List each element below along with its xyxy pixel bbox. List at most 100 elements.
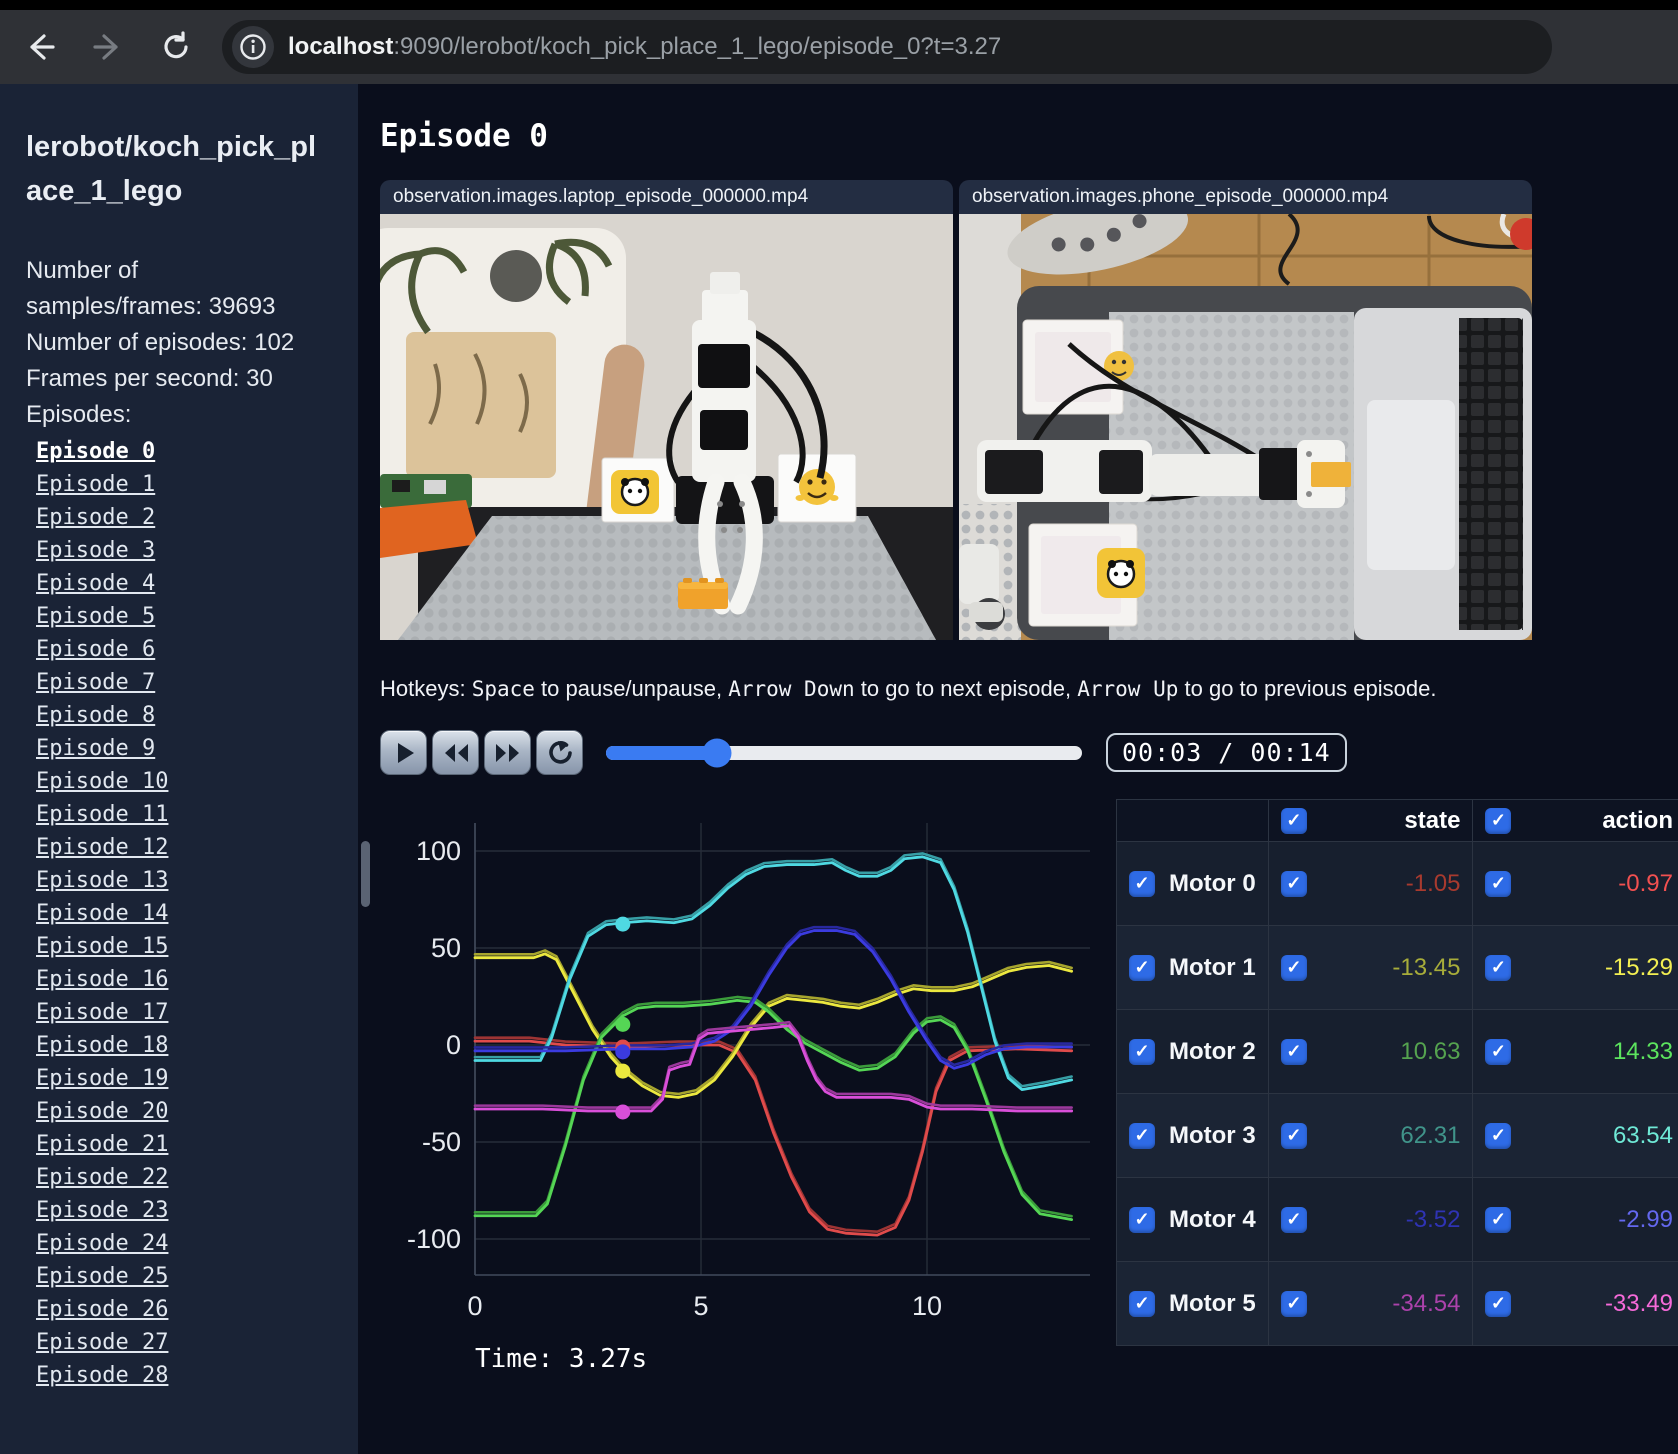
video-frame-laptop	[380, 214, 953, 640]
cable	[1278, 214, 1532, 286]
svg-text:5: 5	[693, 1291, 708, 1321]
checkbox[interactable]: ✓	[1129, 1206, 1155, 1233]
sidebar-item-episode-4[interactable]: Episode 4	[36, 571, 156, 596]
sidebar-item-episode-3[interactable]: Episode 3	[36, 538, 156, 563]
sidebar-item-episode-26[interactable]: Episode 26	[36, 1297, 169, 1322]
state-value: -3.52	[1405, 1205, 1461, 1233]
fast-forward-button[interactable]	[484, 730, 531, 775]
sidebar-item-episode-10[interactable]: Episode 10	[36, 769, 169, 794]
seek-slider-thumb[interactable]	[702, 738, 732, 767]
checkbox[interactable]: ✓	[1280, 1206, 1307, 1233]
sidebar: lerobot/koch_pick_place_1_lego Number of…	[0, 84, 358, 1454]
motor-col-header	[1116, 799, 1269, 842]
laptop	[1354, 308, 1532, 640]
motor-chart[interactable]: 100 50 0 -50 -100 0 5 10	[380, 793, 1116, 1333]
sidebar-scrollbar-thumb[interactable]	[361, 841, 370, 907]
chart-time-label: Time: 3.27s	[475, 1344, 648, 1374]
sidebar-item-episode-27[interactable]: Episode 27	[36, 1330, 169, 1355]
fast-forward-icon	[495, 743, 519, 762]
state-value: 62.31	[1400, 1121, 1461, 1149]
checkbox[interactable]: ✓	[1129, 954, 1155, 981]
trackpad	[1367, 400, 1455, 570]
checkbox[interactable]: ✓	[1485, 1290, 1512, 1317]
info-samples: Number of samples/frames: 39693	[26, 257, 276, 320]
sidebar-item-episode-24[interactable]: Episode 24	[36, 1231, 169, 1256]
checkbox[interactable]: ✓	[1485, 1038, 1512, 1065]
url-text[interactable]: localhost:9090/lerobot/koch_pick_place_1…	[288, 33, 1001, 61]
checkbox[interactable]: ✓	[1280, 807, 1307, 834]
sidebar-item-episode-7[interactable]: Episode 7	[36, 670, 156, 695]
checkbox[interactable]: ✓	[1280, 954, 1307, 981]
video-card-phone[interactable]: observation.images.phone_episode_000000.…	[959, 180, 1532, 640]
sidebar-item-episode-18[interactable]: Episode 18	[36, 1033, 169, 1058]
checkbox[interactable]: ✓	[1280, 1122, 1307, 1149]
rewind-button[interactable]	[432, 730, 479, 775]
sidebar-item-episode-5[interactable]: Episode 5	[36, 604, 156, 629]
url-path: :9090/lerobot/koch_pick_place_1_lego/epi…	[393, 33, 1002, 60]
reload-button[interactable]	[154, 25, 198, 69]
action-value: -15.29	[1604, 953, 1673, 981]
checkbox[interactable]: ✓	[1485, 954, 1512, 981]
second-arm-parts	[959, 544, 1005, 630]
sidebar-item-episode-0[interactable]: Episode 0	[36, 439, 156, 464]
forward-button[interactable]	[86, 25, 130, 69]
sidebar-item-episode-15[interactable]: Episode 15	[36, 934, 169, 959]
robot-arm	[977, 342, 1351, 508]
sidebar-item-episode-21[interactable]: Episode 21	[36, 1132, 169, 1157]
checkbox[interactable]: ✓	[1485, 807, 1512, 834]
seek-slider[interactable]	[606, 738, 1082, 767]
sidebar-item-episode-19[interactable]: Episode 19	[36, 1066, 169, 1091]
sidebar-item-episode-16[interactable]: Episode 16	[36, 967, 169, 992]
back-icon	[30, 34, 55, 60]
window-top-strip	[0, 0, 1678, 10]
sidebar-item-episode-9[interactable]: Episode 9	[36, 736, 156, 761]
checkbox[interactable]: ✓	[1280, 1038, 1307, 1065]
site-info-button[interactable]	[232, 26, 274, 68]
action-value: 63.54	[1612, 1121, 1673, 1149]
loop-button[interactable]	[536, 730, 583, 775]
checkbox[interactable]: ✓	[1485, 870, 1512, 897]
video-label-phone: observation.images.phone_episode_000000.…	[959, 180, 1532, 214]
sidebar-item-episode-11[interactable]: Episode 11	[36, 802, 169, 827]
checkbox[interactable]: ✓	[1485, 1206, 1512, 1233]
sidebar-item-episode-17[interactable]: Episode 17	[36, 1000, 169, 1025]
sidebar-item-episode-2[interactable]: Episode 2	[36, 505, 156, 530]
sidebar-item-episode-14[interactable]: Episode 14	[36, 901, 169, 926]
state-value: -1.05	[1405, 869, 1461, 897]
motor-label: Motor 0	[1169, 869, 1256, 897]
checkbox[interactable]: ✓	[1129, 1122, 1155, 1149]
sidebar-item-episode-12[interactable]: Episode 12	[36, 835, 169, 860]
video-card-laptop[interactable]: observation.images.laptop_episode_000000…	[380, 180, 953, 640]
sidebar-item-episode-13[interactable]: Episode 13	[36, 868, 169, 893]
back-button[interactable]	[18, 25, 62, 69]
sidebar-item-episode-6[interactable]: Episode 6	[36, 637, 156, 662]
checkbox[interactable]: ✓	[1280, 870, 1307, 897]
sidebar-item-episode-1[interactable]: Episode 1	[36, 472, 156, 497]
svg-text:0: 0	[467, 1291, 482, 1321]
page-title: Episode 0	[380, 118, 548, 154]
table-row: ✓ Motor 0 ✓ -1.05 ✓ -0.97	[1116, 841, 1678, 926]
checkbox[interactable]: ✓	[1129, 1038, 1155, 1065]
main-content: Episode 0 observation.images.laptop_epis…	[358, 84, 1678, 1454]
sidebar-item-episode-22[interactable]: Episode 22	[36, 1165, 169, 1190]
checkbox[interactable]: ✓	[1485, 1122, 1512, 1149]
sidebar-item-episode-25[interactable]: Episode 25	[36, 1264, 169, 1289]
state-value: -34.54	[1392, 1289, 1461, 1317]
sidebar-item-episode-28[interactable]: Episode 28	[36, 1363, 169, 1388]
sidebar-item-episode-23[interactable]: Episode 23	[36, 1198, 169, 1223]
svg-text:0: 0	[446, 1030, 461, 1060]
checkbox[interactable]: ✓	[1129, 870, 1155, 897]
dataset-title: lerobot/koch_pick_place_1_lego	[26, 131, 317, 207]
state-column-header: state	[1404, 806, 1461, 834]
dataset-info: Number of samples/frames: 39693 Number o…	[26, 253, 312, 433]
motor-label: Motor 3	[1169, 1121, 1256, 1149]
address-bar[interactable]: localhost:9090/lerobot/koch_pick_place_1…	[222, 20, 1552, 74]
checkbox[interactable]: ✓	[1280, 1290, 1307, 1317]
motor-label: Motor 2	[1169, 1037, 1256, 1065]
checkbox[interactable]: ✓	[1129, 1290, 1155, 1317]
sidebar-item-episode-8[interactable]: Episode 8	[36, 703, 156, 728]
sidebar-item-episode-20[interactable]: Episode 20	[36, 1099, 169, 1124]
play-button[interactable]	[380, 730, 427, 775]
table-row: ✓ Motor 3 ✓ 62.31 ✓ 63.54	[1116, 1093, 1678, 1178]
action-value: -0.97	[1618, 869, 1673, 897]
